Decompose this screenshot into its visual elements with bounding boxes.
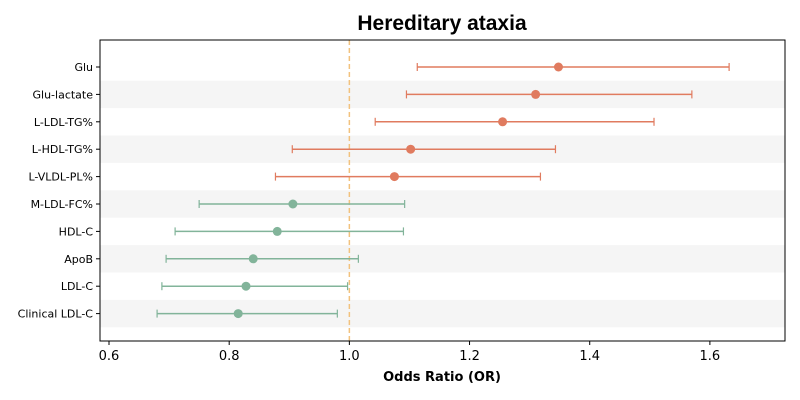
y-tick-label: L-LDL-TG% — [34, 116, 93, 129]
x-tick-label: 1.0 — [339, 349, 360, 364]
x-tick-label: 0.6 — [99, 349, 120, 364]
or-point — [272, 226, 282, 236]
or-point — [531, 89, 541, 99]
or-point — [248, 254, 258, 264]
plot-frame — [99, 39, 786, 342]
y-tick-label: LDL-C — [61, 280, 94, 293]
x-tick-label: 1.2 — [459, 349, 480, 364]
or-point — [498, 117, 508, 127]
x-tick-label: 1.4 — [579, 349, 600, 364]
x-tick-label: 1.6 — [700, 349, 721, 364]
or-point — [406, 144, 416, 154]
or-point — [553, 62, 563, 72]
x-axis-label: Odds Ratio (OR) — [383, 370, 501, 385]
x-axis: 0.6 0.8 1.0 1.2 1.4 1.6 — [99, 341, 721, 364]
or-point — [241, 281, 251, 291]
chart-title: Hereditary ataxia — [357, 12, 527, 35]
y-axis: Glu Glu-lactate L-LDL-TG% L-HDL-TG% L-VLDL-P… — [18, 61, 100, 321]
or-point — [233, 309, 243, 319]
y-tick-label: Glu-lactate — [33, 88, 94, 101]
y-tick-label: L-HDL-TG% — [32, 143, 93, 156]
y-tick-label: Clinical LDL-C — [18, 308, 94, 321]
y-tick-label: Glu — [74, 61, 93, 74]
y-tick-label: L-VLDL-PL% — [28, 171, 93, 184]
x-tick-label: 0.8 — [219, 349, 240, 364]
or-point — [389, 172, 399, 182]
y-tick-label: ApoB — [64, 253, 93, 266]
or-point — [288, 199, 298, 209]
data-marks — [156, 62, 730, 319]
y-tick-label: M-LDL-FC% — [31, 198, 93, 211]
y-tick-label: HDL-C — [59, 225, 94, 238]
